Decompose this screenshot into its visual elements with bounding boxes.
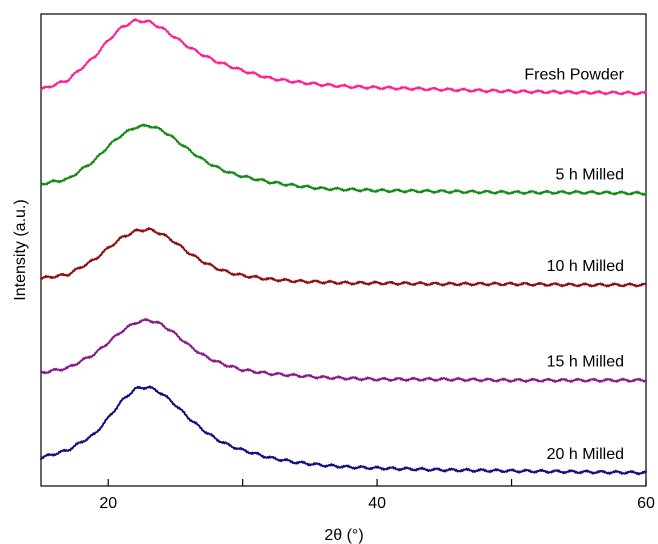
series-line-15-h-milled	[40, 318, 647, 383]
series-line-5-h-milled	[40, 123, 647, 196]
x-tick-label: 40	[368, 495, 386, 512]
x-tick-label: 20	[99, 495, 117, 512]
x-axis-ticks: 20 40 60	[99, 479, 655, 512]
series-label-15-h-milled: 15 h Milled	[547, 353, 624, 370]
series-label-5-h-milled: 5 h Milled	[556, 166, 624, 183]
series-line-10-h-milled	[40, 227, 647, 288]
series-label-20-h-milled: 20 h Milled	[547, 446, 624, 463]
series-label-10-h-milled: 10 h Milled	[547, 258, 624, 275]
series-line-fresh-powder	[40, 18, 647, 96]
y-axis-label: Intensity (a.u.)	[12, 199, 29, 300]
series-labels: Fresh Powder 5 h Milled 10 h Milled 15 h Mi…	[524, 66, 624, 462]
series-line-20-h-milled	[40, 385, 647, 476]
plot-frame	[40, 13, 647, 487]
series-label-fresh-powder: Fresh Powder	[524, 66, 624, 83]
x-tick-label: 60	[637, 495, 655, 512]
x-axis-label: 2θ (°)	[324, 527, 363, 544]
series-traces	[40, 18, 647, 476]
